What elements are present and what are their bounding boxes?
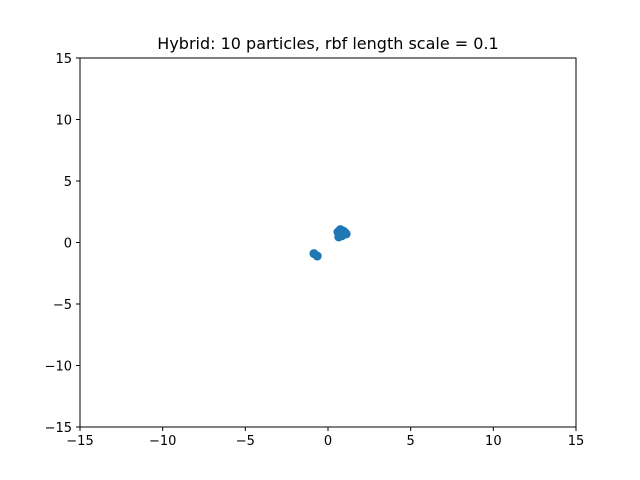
y-tick-label: −10 [45,360,72,375]
y-tick-label: 15 [55,52,72,67]
x-tick-label: 15 [568,434,585,449]
y-axis: −15 −10 −5 0 5 10 15 [45,52,80,436]
data-point [340,227,350,237]
axes-background [80,58,576,427]
axes-frame [79,57,577,428]
x-tick-label: 5 [407,434,415,449]
data-point [312,251,322,261]
x-tick-label: 0 [324,434,332,449]
axes-spines [79,57,577,428]
x-tick-label: −5 [236,434,255,449]
axes-area [80,58,576,427]
y-tick-label: −5 [53,298,72,313]
chart-title: Hybrid: 10 particles, rbf length scale =… [157,34,498,53]
x-axis: −15 −10 −5 0 5 10 15 [66,427,584,449]
y-tick-label: −15 [45,421,72,436]
x-tick-label: −10 [149,434,176,449]
x-tick-label: 10 [485,434,502,449]
y-tick-label: 10 [55,114,72,129]
data-points [309,225,351,261]
x-tick-label: −15 [66,434,93,449]
y-tick-label: 5 [64,175,72,190]
y-tick-label: 0 [64,237,72,252]
